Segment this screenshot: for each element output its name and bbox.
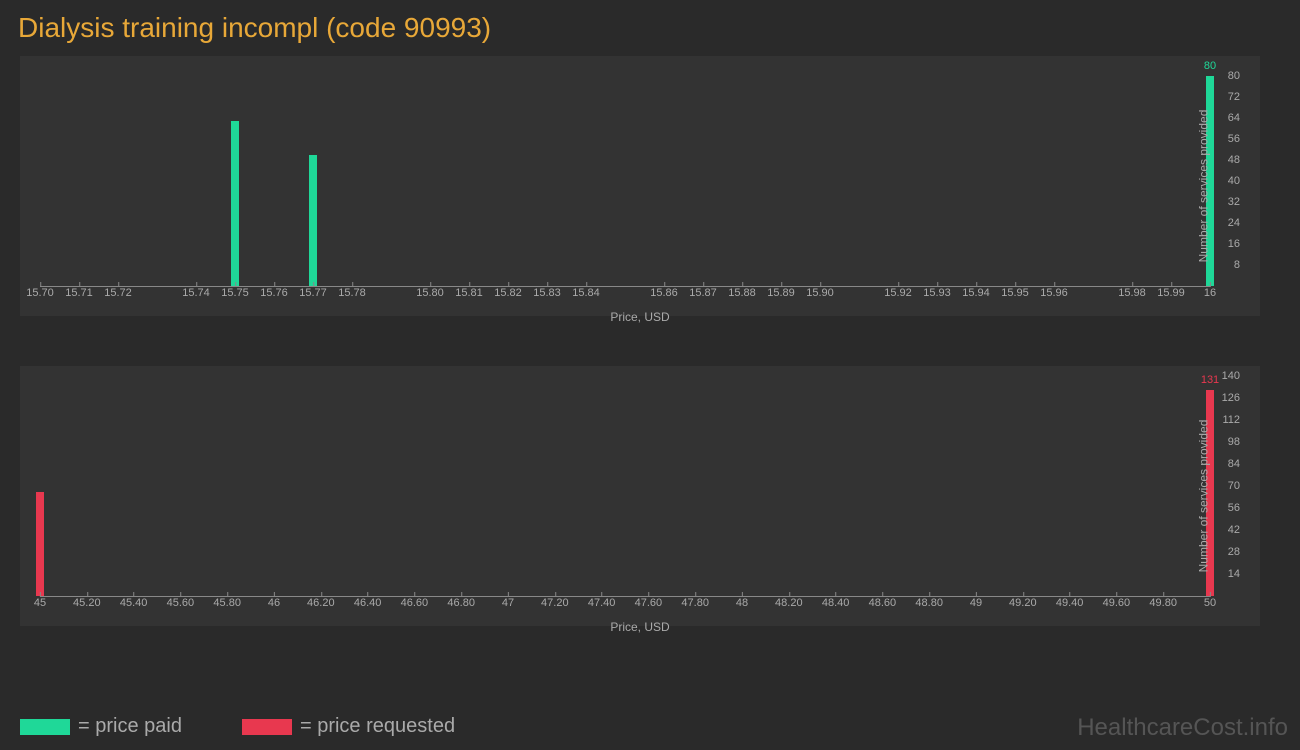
x-tick: 45.80 — [213, 597, 241, 609]
y-tick: 8 — [1234, 259, 1240, 271]
x-tick: 15.77 — [299, 287, 327, 299]
x-tick: 49.80 — [1149, 597, 1177, 609]
y-axis: 14284256708498112126140 — [1210, 376, 1240, 596]
x-tick: 15.71 — [65, 287, 93, 299]
legend-swatch — [242, 719, 292, 735]
x-tick: 15.96 — [1040, 287, 1068, 299]
y-tick: 40 — [1228, 175, 1240, 187]
bar — [231, 121, 239, 286]
x-tick: 48.20 — [775, 597, 803, 609]
legend-label: = price requested — [300, 715, 455, 738]
x-tick: 15.75 — [221, 287, 249, 299]
chart-plot-area: 131 — [40, 376, 1210, 596]
y-tick: 126 — [1222, 392, 1240, 404]
x-tick: 48.80 — [915, 597, 943, 609]
x-tick: 49.40 — [1056, 597, 1084, 609]
x-tick: 46.40 — [354, 597, 382, 609]
x-tick: 15.88 — [728, 287, 756, 299]
x-tick: 46.60 — [401, 597, 429, 609]
y-tick: 112 — [1222, 414, 1240, 426]
legend: = price paid = price requested — [20, 715, 455, 738]
x-tick: 46.20 — [307, 597, 335, 609]
y-axis-label: Number of services provided — [1197, 110, 1211, 263]
x-tick: 15.87 — [689, 287, 717, 299]
x-tick: 16 — [1204, 287, 1216, 299]
chart-price-paid: 80 15.70 15.71 15.72 15.74 15.75 15.76 15.77 15… — [20, 56, 1260, 316]
y-tick: 140 — [1222, 370, 1240, 382]
y-tick: 70 — [1228, 480, 1240, 492]
x-tick: 15.80 — [416, 287, 444, 299]
x-tick: 15.95 — [1001, 287, 1029, 299]
x-tick: 15.70 — [26, 287, 54, 299]
bar — [309, 155, 317, 286]
x-axis-label: Price, USD — [610, 620, 669, 634]
x-tick: 49.60 — [1103, 597, 1131, 609]
watermark: HealthcareCost.info — [1077, 714, 1288, 742]
x-tick: 48 — [736, 597, 748, 609]
y-tick: 28 — [1228, 546, 1240, 558]
x-tick: 49.20 — [1009, 597, 1037, 609]
x-tick: 46 — [268, 597, 280, 609]
y-tick: 64 — [1228, 112, 1240, 124]
x-tick: 50 — [1204, 597, 1216, 609]
x-tick: 45.20 — [73, 597, 101, 609]
legend-swatch — [20, 719, 70, 735]
x-tick: 15.83 — [533, 287, 561, 299]
y-tick: 56 — [1228, 133, 1240, 145]
x-tick: 15.99 — [1157, 287, 1185, 299]
x-tick: 47.40 — [588, 597, 616, 609]
y-tick: 16 — [1228, 238, 1240, 250]
x-tick: 15.92 — [884, 287, 912, 299]
x-tick: 49 — [970, 597, 982, 609]
y-tick: 14 — [1228, 568, 1240, 580]
x-tick: 45.40 — [120, 597, 148, 609]
x-tick: 45 — [34, 597, 46, 609]
y-tick: 80 — [1228, 70, 1240, 82]
x-tick: 47.20 — [541, 597, 569, 609]
x-tick: 15.84 — [572, 287, 600, 299]
x-axis: 4545.2045.4045.6045.804646.2046.4046.604… — [40, 596, 1210, 614]
x-tick: 15.82 — [494, 287, 522, 299]
x-tick: 15.89 — [767, 287, 795, 299]
x-axis: 15.7015.7115.7215.7415.7515.7615.7715.78… — [40, 286, 1210, 304]
y-tick: 32 — [1228, 196, 1240, 208]
x-tick: 15.76 — [260, 287, 288, 299]
x-tick: 15.94 — [962, 287, 990, 299]
y-tick: 42 — [1228, 524, 1240, 536]
x-tick: 48.60 — [869, 597, 897, 609]
legend-item: = price paid — [20, 715, 182, 738]
x-tick: 45.60 — [167, 597, 195, 609]
page-title: Dialysis training incompl (code 90993) — [0, 0, 1300, 56]
chart-price-requested: 131 45 45.20 45.40 45.60 45.80 46 46.20 46.40 46… — [20, 366, 1260, 626]
legend-item: = price requested — [242, 715, 455, 738]
x-tick: 15.72 — [104, 287, 132, 299]
legend-label: = price paid — [78, 715, 182, 738]
y-tick: 98 — [1228, 436, 1240, 448]
charts-container: 80 15.70 15.71 15.72 15.74 15.75 15.76 15.77 15… — [20, 56, 1260, 626]
x-tick: 48.40 — [822, 597, 850, 609]
x-tick: 15.86 — [650, 287, 678, 299]
chart-plot-area: 80 — [40, 66, 1210, 286]
x-tick: 47.80 — [681, 597, 709, 609]
x-tick: 47.60 — [635, 597, 663, 609]
y-tick: 72 — [1228, 91, 1240, 103]
x-tick: 15.74 — [182, 287, 210, 299]
x-tick: 15.93 — [923, 287, 951, 299]
x-tick: 15.78 — [338, 287, 366, 299]
y-tick: 84 — [1228, 458, 1240, 470]
y-axis-label: Number of services provided — [1197, 420, 1211, 573]
bar — [36, 492, 44, 596]
y-tick: 56 — [1228, 502, 1240, 514]
x-tick: 46.80 — [447, 597, 475, 609]
x-tick: 15.98 — [1118, 287, 1146, 299]
y-tick: 48 — [1228, 154, 1240, 166]
y-tick: 24 — [1228, 217, 1240, 229]
x-tick: 15.90 — [806, 287, 834, 299]
y-axis: 8 16 24 32 40 48 56 64 72 80 — [1210, 66, 1240, 286]
x-tick: 47 — [502, 597, 514, 609]
x-axis-label: Price, USD — [610, 310, 669, 324]
x-tick: 15.81 — [455, 287, 483, 299]
